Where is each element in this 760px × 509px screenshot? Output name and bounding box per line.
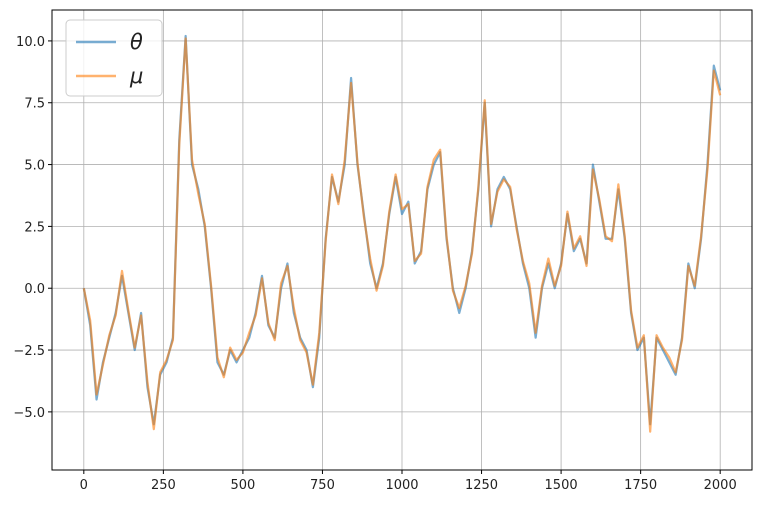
x-tick-label: 1250 (465, 478, 498, 493)
x-tick-label: 1750 (624, 478, 657, 493)
legend-box (65, 19, 163, 97)
series-line (82, 37, 722, 433)
plot-frame (51, 9, 753, 471)
legend-label: μ (129, 64, 143, 88)
y-tick-label: −2.5 (13, 344, 45, 359)
y-tick-label: −5.0 (13, 406, 45, 421)
y-tick-label: 10.0 (16, 35, 45, 50)
x-tick-label: 0 (80, 478, 88, 493)
x-tick-label: 500 (230, 478, 255, 493)
x-tick-label: 750 (310, 478, 335, 493)
legend-label: θ (130, 30, 143, 54)
x-tick-label: 250 (151, 478, 176, 493)
x-tick-label: 1000 (385, 478, 418, 493)
y-tick-label: 0.0 (24, 282, 45, 297)
x-tick-label: 1500 (545, 478, 578, 493)
y-tick-label: 7.5 (24, 97, 45, 112)
y-tick-label: 2.5 (24, 220, 45, 235)
y-tick-label: 5.0 (24, 159, 45, 174)
x-tick-label: 2000 (704, 478, 737, 493)
